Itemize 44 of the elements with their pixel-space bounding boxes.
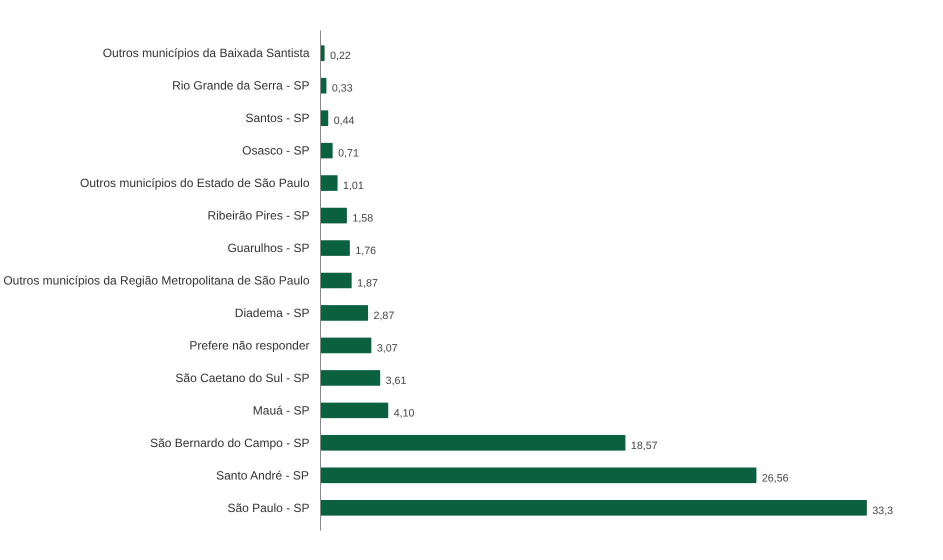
bar — [320, 175, 338, 191]
bar — [320, 468, 756, 484]
bar — [320, 500, 867, 516]
data-label: 1,76 — [355, 245, 376, 258]
data-label: 0,33 — [332, 82, 353, 95]
y-tick-label: São Bernardo do Campo - SP — [150, 436, 310, 450]
data-label: 0,71 — [338, 148, 359, 160]
data-label: 3,07 — [376, 342, 398, 354]
y-tick-label: Osasco - SP — [242, 144, 310, 158]
y-tick-label: São Paulo - SP — [227, 500, 310, 515]
data-label: 1,01 — [343, 180, 364, 192]
y-tick-label: Santo André - SP — [216, 468, 309, 482]
y-tick-label: Ribeirão Pires - SP — [207, 208, 310, 223]
y-tick-label: Outros municípios do Estado de São Paulo — [80, 176, 310, 190]
bar — [320, 110, 328, 126]
y-tick-label: São Caetano do Sul - SP — [175, 370, 310, 385]
y-tick-label: Outros municípios da Baixada Santista — [102, 46, 310, 60]
bar — [320, 435, 626, 451]
bar — [320, 142, 333, 158]
data-label: 0,44 — [334, 115, 355, 128]
y-tick-label: Outros municípios da Região Metropolitana de São Paulo — [3, 274, 310, 288]
data-label: 2,87 — [374, 310, 394, 322]
y-tick-label: Mauá - SP — [252, 403, 310, 418]
y-tick-label: Santos - SP — [245, 111, 310, 126]
bar — [320, 78, 326, 94]
bar — [320, 402, 388, 418]
data-label: 33,3 — [872, 504, 894, 517]
data-label: 0,22 — [330, 50, 351, 62]
bar — [320, 272, 352, 288]
data-label: 26,56 — [762, 472, 789, 484]
data-label: 3,61 — [386, 374, 406, 387]
bar — [320, 338, 372, 354]
data-label: 1,58 — [352, 212, 374, 225]
bar — [320, 370, 380, 386]
bar — [320, 208, 347, 224]
bar — [320, 240, 350, 256]
data-label: 1,87 — [357, 278, 378, 290]
data-label: 4,10 — [394, 407, 415, 420]
y-tick-label: Guarulhos - SP — [227, 241, 310, 256]
data-label: 18,57 — [630, 440, 658, 452]
y-tick-label: Rio Grande da Serra - SP — [172, 78, 310, 93]
y-tick-label: Diadema - SP — [234, 306, 310, 320]
bar — [320, 305, 368, 321]
y-tick-label: Prefere não responder — [189, 338, 310, 352]
